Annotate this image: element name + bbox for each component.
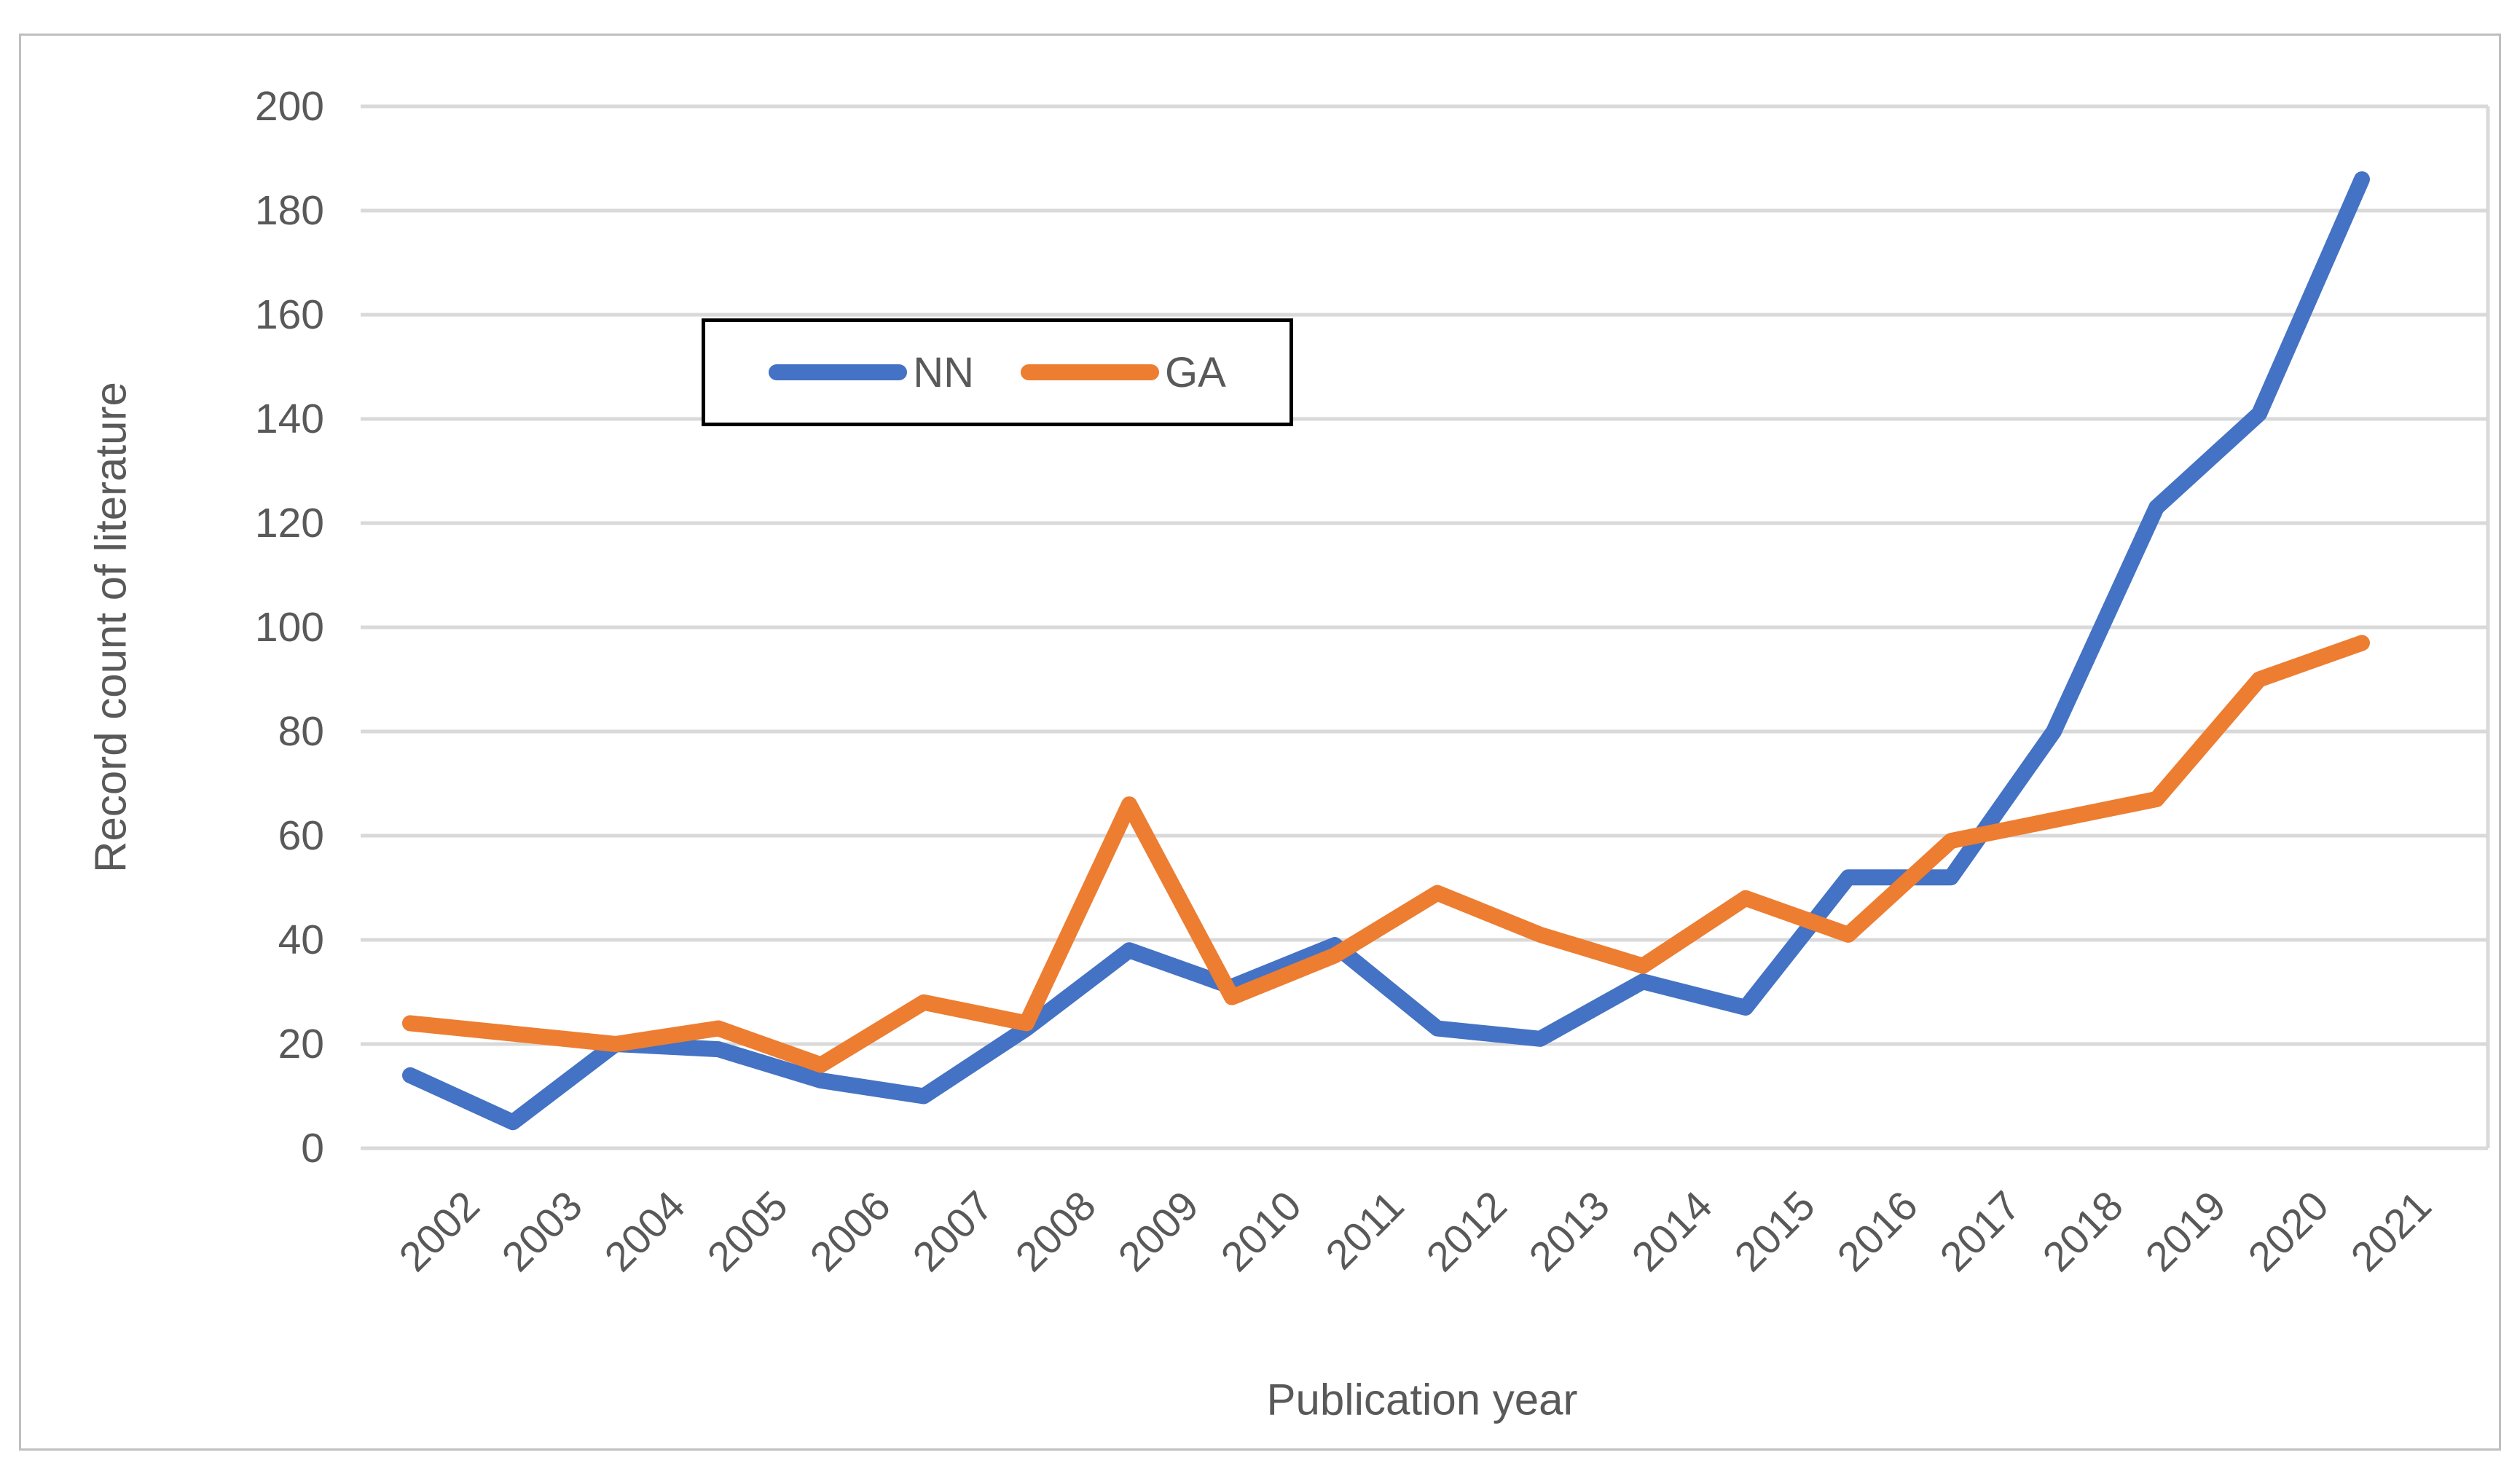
y-tick-label-100: 100 xyxy=(254,604,324,651)
y-tick-label-60: 60 xyxy=(278,812,324,859)
series-lines-group xyxy=(402,171,2370,1131)
legend-item-ga: GA xyxy=(1020,348,1226,397)
y-tick-label-200: 200 xyxy=(254,83,324,130)
y-tick-label-20: 20 xyxy=(278,1021,324,1067)
y-tick-label-80: 80 xyxy=(278,708,324,755)
y-tick-label-40: 40 xyxy=(278,917,324,963)
x-axis-title-text: Publication year xyxy=(1266,1375,1578,1424)
ga-line-swatch xyxy=(1020,364,1159,380)
gridlines-group xyxy=(361,104,2490,1150)
nn-line-swatch xyxy=(769,364,908,380)
legend: NN GA xyxy=(702,318,1293,426)
y-tick-label-0: 0 xyxy=(301,1125,324,1172)
y-tick-label-160: 160 xyxy=(254,291,324,338)
series-line-nn xyxy=(402,171,2370,1131)
series-line-ga xyxy=(402,635,2370,1073)
y-axis-title-text: Record count of literature xyxy=(86,382,136,873)
y-tick-label-140: 140 xyxy=(254,396,324,442)
legend-label-nn: NN xyxy=(913,348,974,396)
y-tick-label-120: 120 xyxy=(254,500,324,546)
legend-label-ga: GA xyxy=(1164,348,1226,396)
y-tick-label-180: 180 xyxy=(254,187,324,234)
legend-item-nn: NN xyxy=(769,348,974,397)
